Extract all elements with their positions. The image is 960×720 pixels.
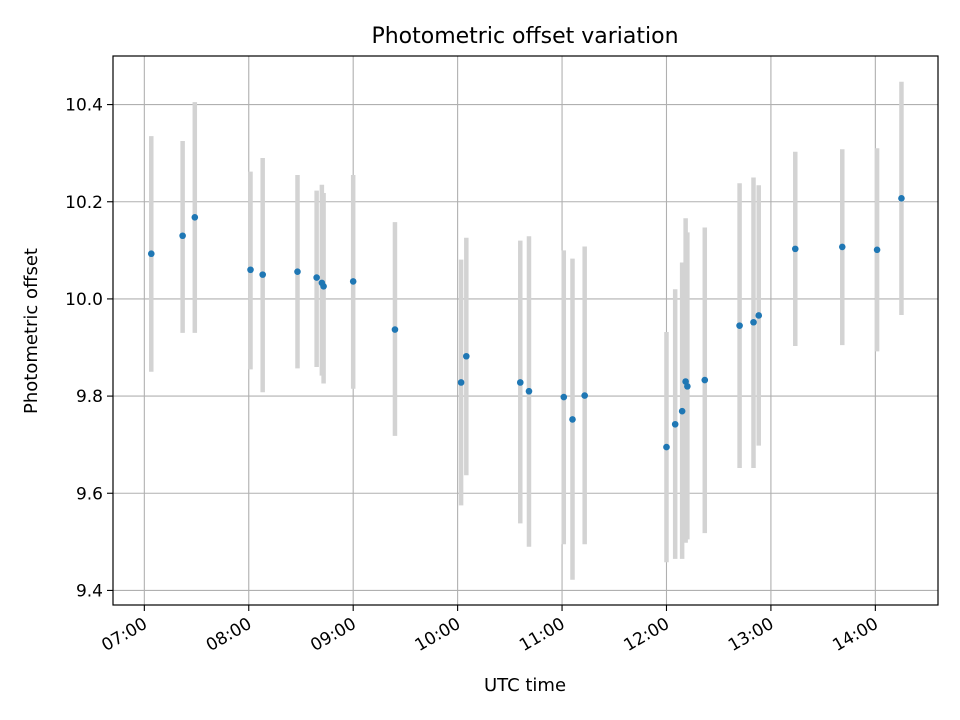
y-tick-label: 10.2 — [65, 193, 103, 213]
y-axis-label: Photometric offset — [21, 248, 42, 414]
data-point — [391, 326, 399, 333]
y-tick-label: 9.8 — [76, 387, 103, 407]
chart-title: Photometric offset variation — [371, 24, 678, 49]
data-point — [313, 274, 320, 281]
y-tick-label: 10.0 — [65, 290, 103, 310]
data-point — [147, 250, 155, 258]
data-point — [516, 379, 524, 386]
y-tick-label: 9.4 — [76, 581, 103, 601]
data-point — [349, 278, 357, 285]
data-point — [247, 266, 254, 274]
data-point — [259, 271, 266, 278]
plot-frame — [112, 55, 939, 606]
data-point — [663, 443, 670, 451]
data-point — [179, 232, 186, 240]
y-ticks: 9.4 9.6 9.8 10.0 10.2 10.4 — [65, 96, 113, 601]
data-point — [294, 268, 301, 276]
data-point — [873, 246, 881, 254]
data-point — [838, 243, 846, 251]
data-point — [191, 213, 199, 221]
data-point — [755, 312, 763, 319]
x-axis-label: UTC time — [484, 675, 566, 696]
data-point — [463, 352, 470, 360]
data-point — [791, 245, 799, 253]
y-tick-label: 10.4 — [65, 96, 103, 116]
data-point — [750, 318, 757, 326]
data-point — [560, 393, 568, 401]
data-point — [671, 420, 679, 428]
data-point — [569, 416, 576, 423]
data-point — [684, 383, 691, 390]
data-point — [736, 322, 743, 329]
data-point — [898, 195, 905, 202]
data-point — [525, 387, 533, 395]
data-point — [581, 392, 588, 399]
data-point — [701, 376, 709, 384]
data-points — [147, 195, 905, 451]
data-point — [678, 407, 686, 415]
y-tick-label: 9.6 — [76, 484, 103, 504]
data-point — [457, 379, 465, 386]
data-point — [320, 282, 327, 290]
